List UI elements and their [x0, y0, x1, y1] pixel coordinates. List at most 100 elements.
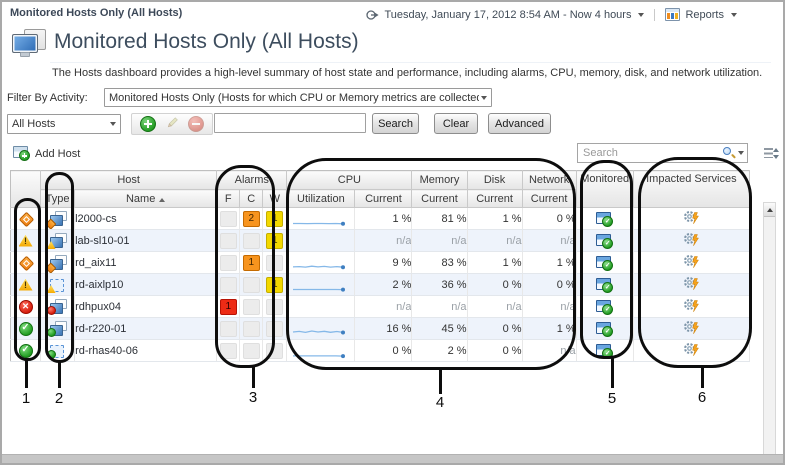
monitored-cell[interactable] — [576, 207, 634, 230]
alarm-warning-cell[interactable] — [262, 251, 288, 274]
type-column-header[interactable]: Type — [40, 189, 76, 208]
host-name[interactable]: l2000-cs — [74, 207, 218, 230]
memory-group-header[interactable]: Memory — [411, 170, 468, 190]
alarm-critical-cell[interactable]: 1 — [239, 251, 264, 274]
scroll-up-button[interactable] — [764, 203, 775, 217]
status-column-header[interactable] — [10, 170, 42, 208]
cpu-sparkline — [286, 207, 356, 230]
host-scope-select[interactable]: All Hosts — [7, 114, 121, 134]
table-row[interactable]: lab-sl10-01 1 n/a n/a n/a n/a — [10, 229, 751, 252]
disk-current: n/a — [467, 295, 523, 318]
impacted-services-icon — [683, 211, 699, 224]
table-row[interactable]: rd-rhas40-06 0 % 2 % 0 % n/a — [10, 339, 751, 362]
host-name[interactable]: rd-r220-01 — [74, 317, 218, 340]
alarm-critical-cell[interactable] — [239, 295, 264, 318]
annotation-number-2: 2 — [54, 390, 64, 407]
monitored-cell[interactable] — [576, 229, 634, 252]
search-icon[interactable] — [722, 146, 736, 160]
memory-current-column-header[interactable]: Current — [411, 189, 468, 208]
impacted-services-cell[interactable] — [633, 317, 751, 340]
chevron-down-icon[interactable] — [638, 12, 645, 17]
filter-by-activity-select[interactable]: Monitored Hosts Only (Hosts for which CP… — [104, 88, 492, 107]
alarm-fatal-cell[interactable] — [216, 251, 241, 274]
alarm-critical-cell[interactable] — [239, 317, 264, 340]
fatal-column-header[interactable]: F — [216, 189, 241, 208]
alarm-warning-cell[interactable] — [262, 295, 288, 318]
alarms-group-header[interactable]: Alarms — [216, 170, 288, 190]
alarm-critical-cell[interactable] — [239, 339, 264, 362]
cpu-current-column-header[interactable]: Current — [354, 189, 413, 208]
network-group-header[interactable]: Network — [522, 170, 577, 190]
impacted-services-cell[interactable] — [633, 339, 751, 362]
table-row[interactable]: l2000-cs 2 1 1 % 81 % 1 % 0 % — [10, 207, 751, 230]
disk-current-column-header[interactable]: Current — [467, 189, 523, 208]
alarm-warning-cell[interactable] — [262, 317, 288, 340]
cpu-group-header[interactable]: CPU — [286, 170, 413, 190]
alarm-fatal-cell[interactable] — [216, 229, 241, 252]
monitored-column-header[interactable]: Monitored — [576, 170, 634, 208]
impacted-services-cell[interactable] — [633, 273, 751, 296]
host-name[interactable]: rd-rhas40-06 — [74, 339, 218, 362]
table-scrollbar[interactable] — [763, 202, 776, 455]
name-label: Name — [125, 192, 156, 205]
utilization-column-header[interactable]: Utilization — [286, 189, 356, 208]
host-group-header[interactable]: Host — [40, 170, 218, 190]
alarm-warning-cell[interactable]: 1 — [262, 207, 288, 230]
impacted-services-cell[interactable] — [633, 295, 751, 318]
alarm-fatal-cell[interactable] — [216, 317, 241, 340]
impacted-services-cell[interactable] — [633, 251, 751, 274]
alarm-warning-cell[interactable]: 1 — [262, 229, 288, 252]
alarm-warning-cell[interactable]: 1 — [262, 273, 288, 296]
alarm-warning-cell[interactable] — [262, 339, 288, 362]
warning-column-header[interactable]: W — [262, 189, 288, 208]
monitored-icon-check — [602, 347, 614, 359]
impacted-services-column-header[interactable]: Impacted Services — [633, 170, 751, 208]
host-name[interactable]: rdhpux04 — [74, 295, 218, 318]
table-customizer-icon[interactable] — [764, 147, 779, 159]
remove-scope-button[interactable] — [187, 116, 204, 132]
name-column-header[interactable]: Name — [74, 189, 218, 208]
monitored-cell[interactable] — [576, 339, 634, 362]
search-button[interactable]: Search — [372, 113, 419, 134]
alarm-fatal-cell[interactable] — [216, 207, 241, 230]
disk-current: 1 % — [467, 251, 523, 274]
table-row[interactable]: rd-aixlp10 1 2 % 36 % 0 % 0 % — [10, 273, 751, 296]
alarm-critical-cell[interactable] — [239, 229, 264, 252]
edit-scope-button[interactable] — [165, 116, 179, 133]
alarm-critical-cell[interactable] — [239, 273, 264, 296]
add-host-button[interactable]: Add Host — [13, 146, 80, 161]
breadcrumb[interactable]: Monitored Hosts Only (All Hosts) — [10, 7, 183, 19]
alarm-fatal-cell[interactable] — [216, 273, 241, 296]
host-name[interactable]: lab-sl10-01 — [74, 229, 218, 252]
host-name[interactable]: rd_aix11 — [74, 251, 218, 274]
memory-current: 83 % — [411, 251, 468, 274]
chevron-down-icon[interactable] — [731, 12, 737, 17]
host-search-input[interactable] — [214, 113, 366, 133]
time-range-selector[interactable]: Tuesday, January 17, 2012 8:54 AM - Now … — [384, 8, 632, 21]
advanced-button[interactable]: Advanced — [488, 113, 551, 134]
monitored-cell[interactable] — [576, 295, 634, 318]
monitored-cell[interactable] — [576, 273, 634, 296]
alarm-fatal-cell[interactable]: 1 — [216, 295, 241, 318]
alarm-critical-cell[interactable]: 2 — [239, 207, 264, 230]
table-row[interactable]: rdhpux04 1 n/a n/a n/a n/a — [10, 295, 751, 318]
table-row[interactable]: rd-r220-01 16 % 45 % 0 % 1 % — [10, 317, 751, 340]
clear-button[interactable]: Clear — [434, 113, 478, 134]
cpu-current: 2 % — [354, 273, 413, 296]
table-row[interactable]: rd_aix11 1 9 % 83 % 1 % 1 % — [10, 251, 751, 274]
network-current-column-header[interactable]: Current — [522, 189, 577, 208]
critical-column-header[interactable]: C — [239, 189, 264, 208]
grid-search-input[interactable] — [581, 146, 722, 160]
disk-group-header[interactable]: Disk — [467, 170, 523, 190]
alarm-fatal-cell[interactable] — [216, 339, 241, 362]
add-scope-button[interactable] — [140, 116, 157, 132]
reports-menu[interactable]: Reports — [685, 8, 724, 21]
monitored-cell[interactable] — [576, 317, 634, 340]
impacted-services-cell[interactable] — [633, 229, 751, 252]
host-name[interactable]: rd-aixlp10 — [74, 273, 218, 296]
chevron-down-icon[interactable] — [738, 151, 744, 155]
alarm-fatal-count — [219, 210, 237, 227]
monitored-cell[interactable] — [576, 251, 634, 274]
impacted-services-cell[interactable] — [633, 207, 751, 230]
memory-current-label: Current — [421, 192, 458, 205]
